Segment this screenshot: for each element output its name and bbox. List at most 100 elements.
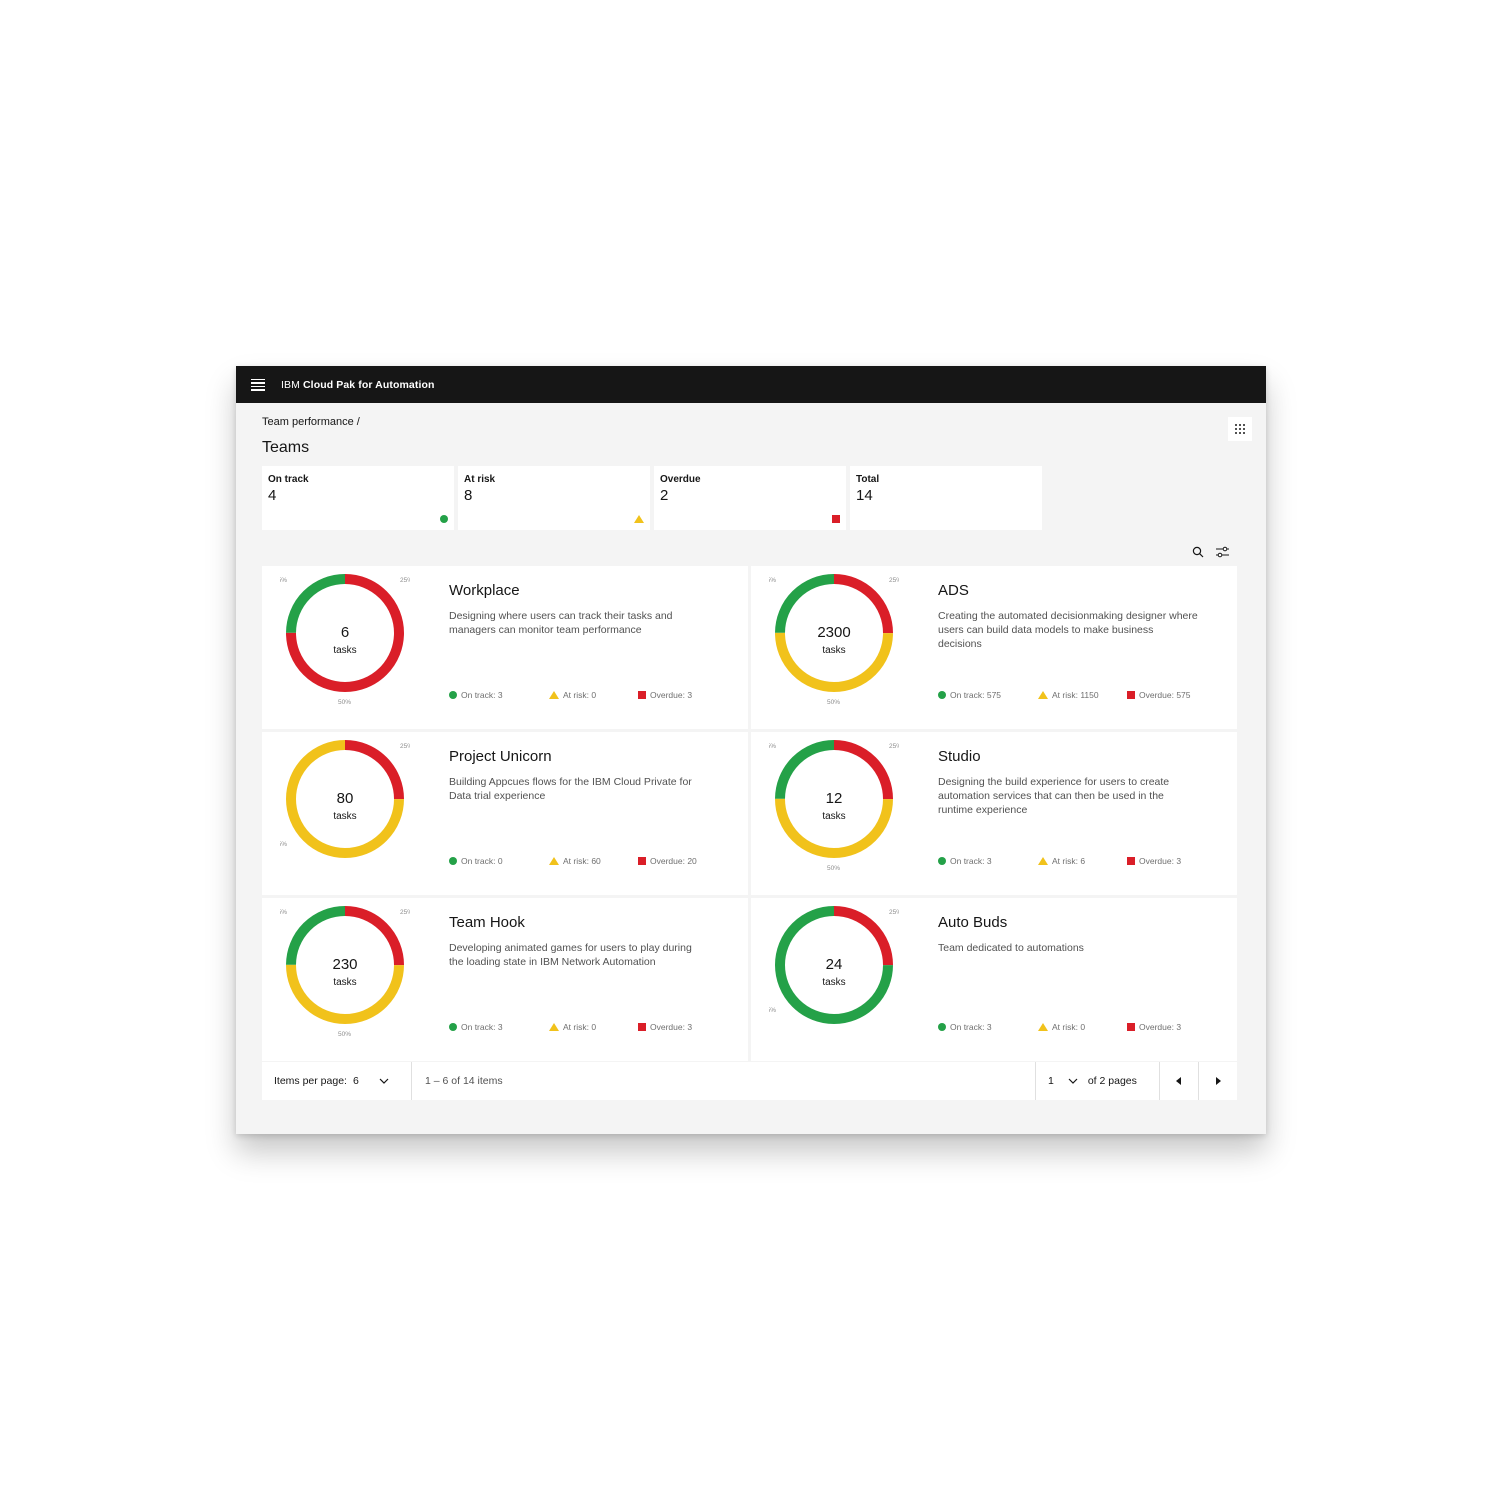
- brand-prefix: IBM: [281, 378, 300, 391]
- team-donut-chart: 80 tasks 25% 75%: [280, 740, 410, 858]
- legend-overdue: Overdue: 3: [1127, 1022, 1227, 1032]
- legend-at-risk: At risk: 0: [549, 1022, 638, 1032]
- legend-at-risk: At risk: 6: [1038, 856, 1127, 866]
- summary-label: At risk: [464, 474, 496, 485]
- search-icon[interactable]: [1192, 546, 1204, 558]
- donut-segment-at-risk: [775, 740, 893, 858]
- legend-overdue-text: Overdue: 3: [650, 690, 693, 700]
- overdue-square-icon: [832, 515, 840, 523]
- on-track-circle-icon: [440, 515, 448, 523]
- legend-at-risk: At risk: 0: [1038, 1022, 1127, 1032]
- legend-on-track: On track: 3: [449, 690, 549, 700]
- legend-on-track: On track: 0: [449, 856, 549, 866]
- summary-tile-at-risk[interactable]: At risk 8: [458, 466, 650, 530]
- legend-overdue-text: Overdue: 3: [1139, 1022, 1182, 1032]
- legend-overdue-text: Overdue: 3: [1139, 856, 1182, 866]
- pct-label-top-left: 25%: [280, 909, 287, 916]
- team-card[interactable]: 80 tasks 25% 75% Project Unicorn Buildin…: [262, 732, 748, 895]
- legend-on-track-text: On track: 575: [950, 690, 1002, 700]
- overdue-square-icon: [638, 691, 646, 699]
- team-card[interactable]: 24 tasks 25% 75% Auto Buds Team dedicate…: [751, 898, 1237, 1061]
- previous-page-button[interactable]: [1160, 1062, 1199, 1100]
- legend-at-risk-text: At risk: 0: [1052, 1022, 1086, 1032]
- pct-label-top-right: 25%: [889, 909, 899, 916]
- donut-segment-on-track: [775, 574, 893, 692]
- legend-at-risk: At risk: 0: [549, 690, 638, 700]
- team-description: Designing where users can track their ta…: [449, 610, 673, 636]
- overdue-square-icon: [638, 857, 646, 865]
- legend-on-track-text: On track: 3: [461, 1022, 503, 1032]
- pct-label-bottom: 50%: [827, 699, 840, 706]
- overdue-square-icon: [1127, 857, 1135, 865]
- donut-unit: tasks: [822, 977, 845, 988]
- summary-tile-overdue[interactable]: Overdue 2: [654, 466, 846, 530]
- team-name[interactable]: Auto Buds: [938, 914, 1008, 931]
- at-risk-triangle-icon: [1038, 857, 1048, 865]
- settings-adjust-icon[interactable]: [1216, 546, 1229, 558]
- next-page-button[interactable]: [1199, 1062, 1237, 1100]
- page-select[interactable]: 1 of 2 pages: [1036, 1062, 1160, 1100]
- legend-on-track: On track: 3: [938, 1022, 1038, 1032]
- items-per-page-select[interactable]: Items per page: 6: [262, 1062, 412, 1100]
- donut-unit: tasks: [333, 645, 356, 656]
- donut-segment-on-track: [286, 574, 404, 692]
- legend-on-track-text: On track: 3: [461, 690, 503, 700]
- donut-total: 6: [341, 624, 349, 641]
- legend-on-track: On track: 575: [938, 690, 1038, 700]
- team-legend: On track: 3 At risk: 0 Overdue: 3: [449, 690, 738, 700]
- summary-label: Total: [856, 474, 880, 485]
- team-name[interactable]: Workplace: [449, 582, 520, 599]
- donut-total: 2300: [817, 624, 850, 641]
- pct-label-top-right: 25%: [400, 577, 410, 584]
- team-donut-chart: 24 tasks 25% 75%: [769, 906, 899, 1024]
- legend-overdue: Overdue: 3: [638, 690, 738, 700]
- grid-toolbar: [1192, 546, 1229, 558]
- legend-at-risk-text: At risk: 60: [563, 856, 601, 866]
- team-description: Developing animated games for users to p…: [449, 942, 692, 968]
- breadcrumb-item-team-performance[interactable]: Team performance: [262, 416, 354, 428]
- legend-on-track-text: On track: 3: [950, 1022, 992, 1032]
- team-card[interactable]: 6 tasks 25% 25% 50% Workplace Designing …: [262, 566, 748, 729]
- on-track-circle-icon: [449, 857, 457, 865]
- donut-unit: tasks: [822, 811, 845, 822]
- summary-label: Overdue: [660, 474, 701, 485]
- donut-total: 12: [826, 790, 843, 807]
- summary-tiles: On track 4 At risk 8 Overdue 2 Total 14: [262, 466, 1042, 530]
- hamburger-icon[interactable]: [251, 378, 265, 391]
- donut-segment-at-risk: [286, 906, 404, 1024]
- team-name[interactable]: Studio: [938, 748, 981, 765]
- donut-unit: tasks: [333, 977, 356, 988]
- on-track-circle-icon: [938, 1023, 946, 1031]
- summary-value: 14: [856, 487, 873, 504]
- legend-at-risk-text: At risk: 1150: [1052, 690, 1099, 700]
- on-track-circle-icon: [449, 691, 457, 699]
- summary-value: 4: [268, 487, 277, 504]
- app-switcher-button[interactable]: [1228, 417, 1252, 441]
- pct-label-top-right: 25%: [889, 743, 899, 750]
- donut-total: 80: [337, 790, 354, 807]
- at-risk-triangle-icon: [634, 515, 644, 523]
- items-range: 1 – 6 of 14 items: [412, 1062, 1036, 1100]
- team-name[interactable]: ADS: [938, 582, 969, 599]
- team-legend: On track: 3 At risk: 6 Overdue: 3: [938, 856, 1227, 866]
- summary-tile-total[interactable]: Total 14: [850, 466, 1042, 530]
- caret-right-icon: [1216, 1077, 1221, 1085]
- team-card[interactable]: 230 tasks 25% 25% 50% Team Hook Developi…: [262, 898, 748, 1061]
- pct-label-top-right: 25%: [889, 577, 899, 584]
- legend-overdue: Overdue: 20: [638, 856, 738, 866]
- team-card[interactable]: 2300 tasks 25% 25% 50% ADS Creating the …: [751, 566, 1237, 729]
- team-cards-grid: 6 tasks 25% 25% 50% Workplace Designing …: [262, 566, 1237, 1061]
- team-description: Designing the build experience for users…: [938, 776, 1170, 816]
- pct-label-left: 75%: [280, 841, 287, 848]
- breadcrumb: Team performance /: [262, 416, 360, 428]
- team-name[interactable]: Team Hook: [449, 914, 525, 931]
- team-name[interactable]: Project Unicorn: [449, 748, 552, 765]
- items-per-page-value: 6: [352, 1075, 359, 1087]
- summary-value: 8: [464, 487, 473, 504]
- page-title: Teams: [262, 439, 310, 456]
- donut-segment-on-track: [286, 906, 404, 1024]
- summary-tile-on-track[interactable]: On track 4: [262, 466, 454, 530]
- team-card[interactable]: 12 tasks 25% 25% 50% Studio Designing th…: [751, 732, 1237, 895]
- team-legend: On track: 575 At risk: 1150 Overdue: 575: [938, 690, 1227, 700]
- product-name[interactable]: IBM Cloud Pak for Automation: [281, 379, 435, 391]
